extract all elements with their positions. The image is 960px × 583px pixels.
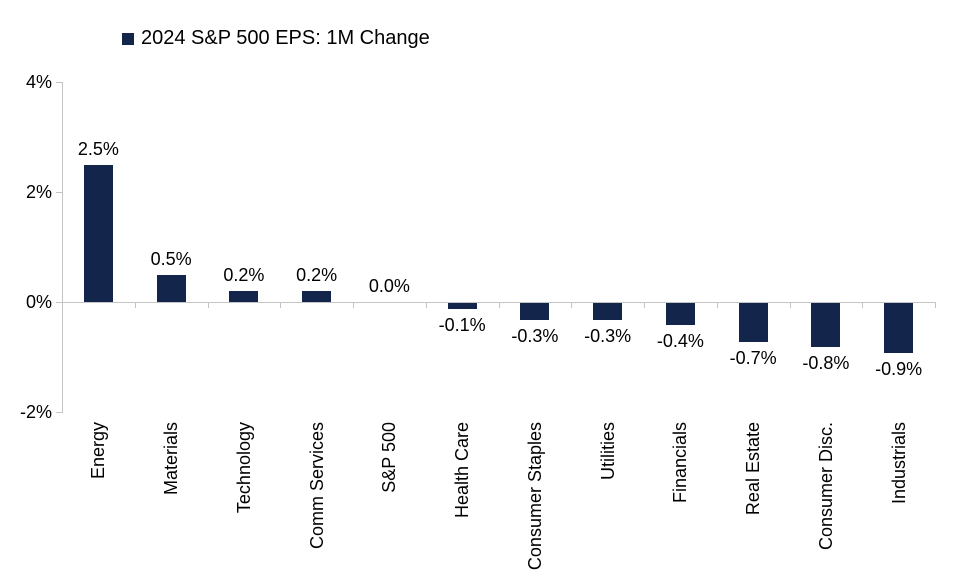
x-axis-tick [498, 303, 500, 308]
bar [811, 303, 841, 347]
x-axis-tick [353, 303, 354, 308]
x-axis-tick [935, 303, 936, 308]
x-axis-tick [134, 303, 136, 308]
y-axis-tick [56, 412, 62, 413]
bar [83, 164, 113, 302]
plot-area: 4% 2% 0% -2% 2.5% 0.5% 0.2% 0.2% 0.0% -0.1% -0.3% -… [20, 72, 936, 422]
bar [156, 274, 186, 302]
category-label: Technology [233, 422, 254, 514]
category-label: Materials [161, 422, 182, 496]
x-axis-tick [207, 303, 209, 308]
value-label: -0.9% [875, 358, 923, 379]
x-axis-tick [862, 303, 864, 308]
value-label: 0.0% [368, 276, 410, 296]
category-label: Utilities [597, 422, 618, 481]
bar [520, 303, 550, 320]
x-axis-zero-line [62, 302, 936, 303]
x-axis-tick [644, 303, 645, 308]
category-label: Comm Services [306, 422, 327, 550]
x-axis-category-labels: Energy Materials Technology Comm Services S&… [62, 422, 935, 583]
value-label: 0.5% [150, 248, 192, 269]
legend-series-marker-icon [122, 32, 134, 45]
category-label: Health Care [452, 422, 473, 519]
category-label: S&P 500 [379, 422, 400, 493]
value-label: 2.5% [77, 138, 119, 159]
value-label: -0.7% [729, 347, 777, 368]
value-label: 0.2% [223, 265, 265, 285]
bar [229, 291, 259, 302]
category-label: Financials [670, 422, 691, 504]
x-axis-tick [789, 303, 791, 308]
value-label: -0.1% [438, 314, 486, 335]
y-axis-tick [56, 302, 62, 303]
category-label: Energy [88, 422, 109, 480]
chart-legend: 2024 S&P 500 EPS: 1M Change [122, 26, 430, 50]
category-label: Real Estate [743, 422, 764, 516]
x-axis-tick [425, 303, 427, 308]
y-axis-tick-label: 0% [25, 292, 52, 312]
x-axis-tick [716, 303, 718, 308]
value-label: -0.3% [584, 325, 632, 346]
bar [738, 303, 768, 342]
category-label: Industrials [888, 422, 909, 505]
value-label: 0.2% [296, 265, 338, 285]
bar [884, 303, 914, 353]
y-axis-tick-label: -2% [19, 402, 52, 422]
value-label: -0.4% [656, 331, 704, 351]
bar [447, 303, 477, 309]
x-axis-tick [571, 303, 573, 308]
value-label: -0.3% [511, 325, 559, 346]
x-axis-tick [62, 303, 63, 308]
bar [302, 291, 332, 302]
y-axis-tick [56, 82, 62, 83]
y-axis-tick [56, 192, 62, 193]
bar [593, 303, 623, 320]
y-axis-line [62, 82, 63, 413]
category-label: Consumer Disc. [815, 422, 836, 551]
value-label: -0.8% [802, 353, 850, 373]
category-label: Consumer Staples [524, 422, 545, 571]
x-axis-tick [280, 303, 282, 308]
y-axis-tick-label: 2% [25, 182, 52, 202]
legend-series-label: 2024 S&P 500 EPS: 1M Change [141, 27, 430, 49]
bar [665, 303, 695, 325]
y-axis-tick-label: 4% [25, 72, 52, 92]
